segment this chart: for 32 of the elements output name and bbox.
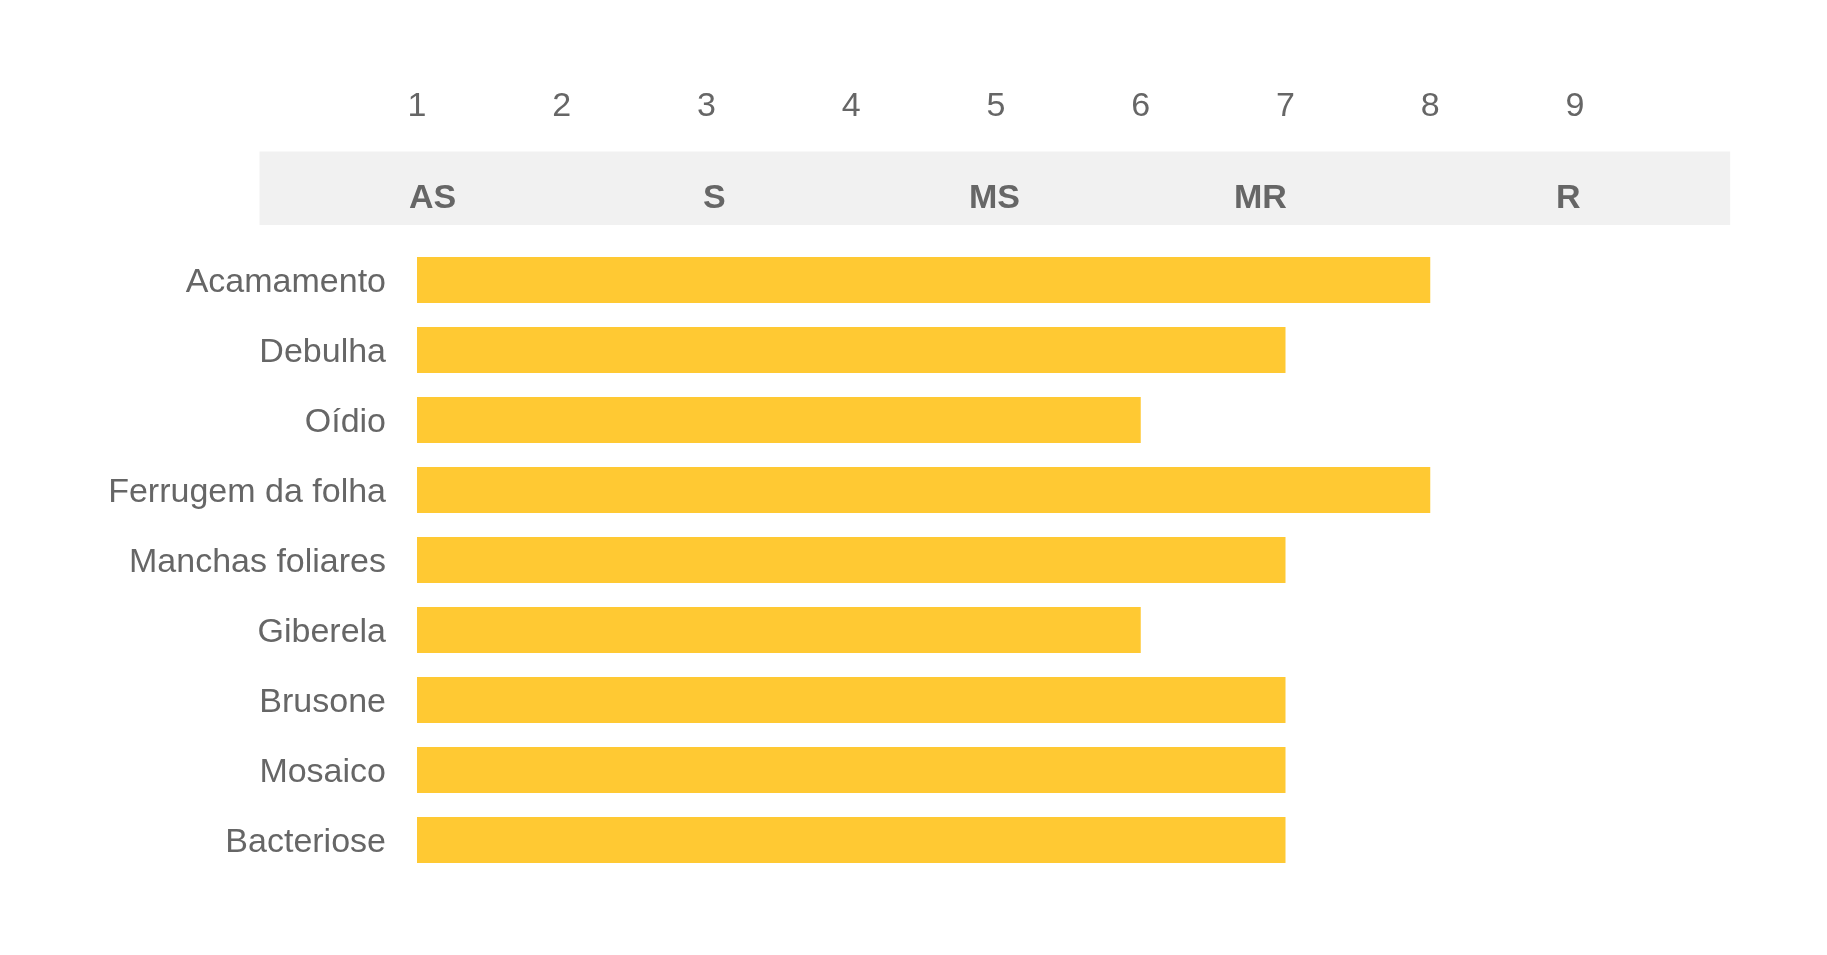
x-tick-label: 5: [986, 84, 1006, 123]
x-tick-label: 2: [552, 84, 572, 123]
bar: [417, 816, 1286, 864]
x-tick-label: 1: [407, 84, 427, 123]
y-tick-label: Acamamento: [185, 260, 386, 299]
bar: [417, 396, 1141, 444]
bar: [417, 326, 1286, 374]
text: MR: [1234, 177, 1287, 215]
bar: [417, 256, 1431, 304]
x-tick-label: 8: [1420, 84, 1440, 123]
bar: [417, 466, 1431, 514]
text: MS: [969, 177, 1020, 215]
text: R: [1556, 177, 1581, 215]
bar: [417, 606, 1141, 654]
y-tick-label: Ferrugem da folha: [108, 470, 387, 509]
x-tick-label: 3: [697, 84, 716, 123]
y-tick-label: Debulha: [259, 330, 387, 369]
y-tick-label: Oídio: [304, 400, 386, 439]
y-tick-label: Manchas foliares: [128, 540, 386, 579]
y-tick-label: Brusone: [259, 680, 386, 719]
y-tick-label: Bacteriose: [225, 820, 386, 859]
x-tick-label: 4: [841, 84, 861, 123]
y-tick-label: Giberela: [257, 610, 387, 649]
bar: [417, 536, 1286, 584]
x-tick-label: 7: [1276, 84, 1295, 123]
text: S: [703, 177, 726, 215]
x-tick-label: 9: [1565, 84, 1585, 123]
y-tick-label: Mosaico: [259, 750, 386, 789]
bar: [417, 746, 1286, 794]
text: AS: [409, 177, 457, 215]
bar: [417, 676, 1286, 724]
x-tick-label: 6: [1131, 84, 1151, 123]
